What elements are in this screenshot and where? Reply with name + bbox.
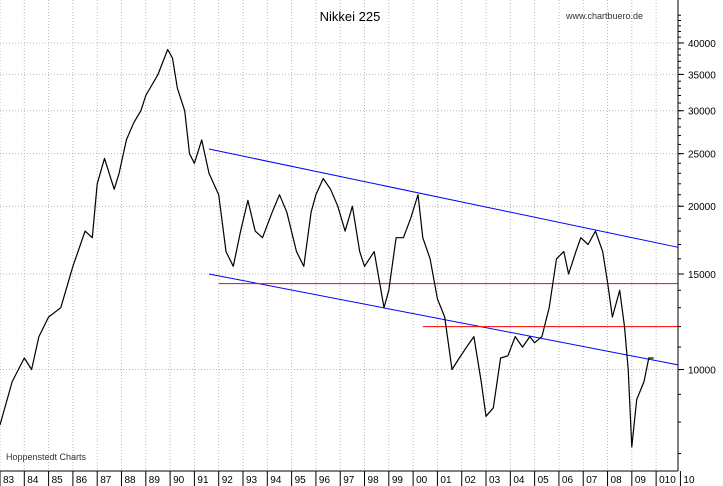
- x-tick-label: 93: [246, 475, 258, 486]
- x-tick-label: 98: [368, 475, 380, 486]
- y-tick-labels: 10000 15000 20000 25000 30000 35000 40000: [688, 39, 716, 377]
- y-tick-label: 30000: [688, 107, 716, 118]
- y-tick-label: 15000: [688, 270, 716, 281]
- x-tick-label: 03: [489, 475, 501, 486]
- x-tick-label: 05: [538, 475, 550, 486]
- x-tick-label: 90: [173, 475, 185, 486]
- trend-line-lower-channel: [208, 273, 679, 366]
- series-lines: [0, 48, 654, 448]
- x-tick-label: 99: [392, 475, 404, 486]
- chart-title: Nikkei 225: [320, 9, 381, 24]
- x-tick-label: 83: [3, 475, 15, 486]
- y-tick-label: 20000: [688, 202, 716, 213]
- x-tick-label: 84: [27, 475, 39, 486]
- x-tick-label: 87: [100, 475, 112, 486]
- y-tick-label: 40000: [688, 39, 716, 50]
- x-tick-label: 08: [611, 475, 623, 486]
- x-tick-label: 88: [125, 475, 137, 486]
- x-tick-labels: 83 84 85 86 87 88 89 90 91 92 93 94 95 96 97 98 99 00 01 02…: [3, 475, 695, 486]
- trend-line-upper-channel: [208, 148, 679, 248]
- x-tick-label: 89: [149, 475, 161, 486]
- y-tick-label: 10000: [688, 366, 716, 377]
- x-tick-label: 85: [52, 475, 64, 486]
- grid: [0, 0, 678, 471]
- x-tick-label: 06: [562, 475, 574, 486]
- x-tick-label: 92: [222, 475, 234, 486]
- x-tick-label: 91: [197, 475, 209, 486]
- x-tick-label: 07: [586, 475, 598, 486]
- x-tick-label: 01: [440, 475, 452, 486]
- x-tick-label: 10: [683, 475, 695, 486]
- x-tick-label: 04: [513, 475, 525, 486]
- series-line: [0, 48, 654, 448]
- x-tick-label: 95: [295, 475, 307, 486]
- x-tick-label: 94: [270, 475, 282, 486]
- y-tick-label: 25000: [688, 150, 716, 161]
- x-tick-label: 02: [465, 475, 477, 486]
- axes: [0, 0, 684, 486]
- x-tick-label: 96: [319, 475, 331, 486]
- x-tick-label: 86: [76, 475, 88, 486]
- x-tick-label: 09: [635, 475, 647, 486]
- x-tick-label: 00: [416, 475, 428, 486]
- credit-text: Hoppenstedt Charts: [6, 452, 87, 462]
- x-tick-label: 010: [659, 475, 676, 486]
- x-tick-label: 97: [343, 475, 355, 486]
- watermark: www.chartbuero.de: [565, 11, 643, 21]
- trend-lines: [208, 148, 679, 366]
- y-tick-label: 35000: [688, 70, 716, 81]
